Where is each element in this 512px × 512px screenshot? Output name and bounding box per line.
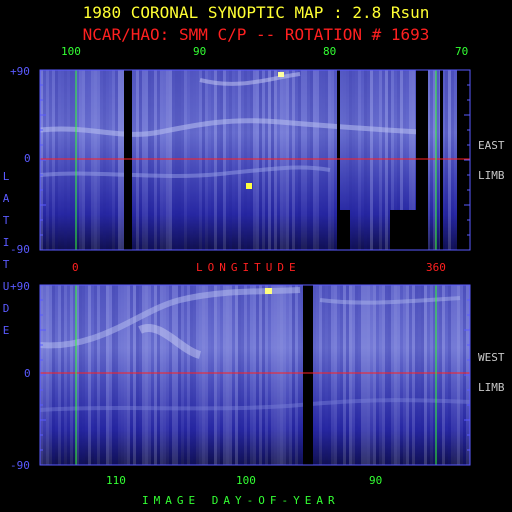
top-tick-label: 100 xyxy=(61,45,81,58)
x-axis-label: IMAGE DAY-OF-YEAR xyxy=(142,494,340,507)
limb-label: LIMB xyxy=(478,169,505,182)
x-tick-label: 0 xyxy=(72,261,79,274)
bright-spot xyxy=(246,183,252,189)
data-gap xyxy=(337,70,340,250)
x-tick-label: 110 xyxy=(106,474,126,487)
bottom-map-ticks xyxy=(40,284,470,466)
ylabel-letter: D xyxy=(2,302,10,315)
data-gap xyxy=(124,70,132,250)
bottom-map-columns xyxy=(40,285,470,465)
y-tick-label: -90 xyxy=(10,243,30,256)
ylabel-letter: T xyxy=(2,214,10,227)
bright-spot xyxy=(278,72,284,77)
x-tick-label: 100 xyxy=(236,474,256,487)
limb-label: WEST xyxy=(478,351,505,364)
y-tick-label: -90 xyxy=(10,459,30,472)
data-gap xyxy=(440,70,443,250)
map-title: 1980 CORONAL SYNOPTIC MAP : 2.8 Rsun xyxy=(82,3,430,22)
latitude-label: L A T I T U D E xyxy=(0,166,12,342)
top-tick-label: 90 xyxy=(193,45,207,58)
y-tick-label: +90 xyxy=(10,280,30,293)
map-subtitle: NCAR/HAO: SMM C/P -- ROTATION # 1693 xyxy=(82,25,430,44)
ylabel-letter: A xyxy=(2,192,10,205)
data-gap xyxy=(390,210,416,250)
top-map-panel xyxy=(39,69,471,251)
top-map-ticks xyxy=(40,69,470,251)
limb-label: LIMB xyxy=(478,381,505,394)
x-axis-label: LONGITUDE xyxy=(196,261,301,274)
x-tick-label: 360 xyxy=(426,261,446,274)
data-gap xyxy=(303,285,313,465)
ylabel-letter: L xyxy=(2,170,10,183)
ylabel-letter: E xyxy=(2,324,10,337)
top-tick-label: 70 xyxy=(455,45,469,58)
ylabel-letter: T xyxy=(2,258,10,271)
bottom-map-features xyxy=(40,285,470,465)
data-gap xyxy=(338,210,350,250)
y-tick-label: 0 xyxy=(24,367,31,380)
y-tick-label: 0 xyxy=(24,152,31,165)
y-tick-label: +90 xyxy=(10,65,30,78)
data-gap xyxy=(416,70,428,250)
ylabel-letter: I xyxy=(2,236,10,249)
limb-label: EAST xyxy=(478,139,505,152)
x-tick-label: 90 xyxy=(369,474,383,487)
ylabel-letter: U xyxy=(2,280,10,293)
bottom-map-background xyxy=(40,285,470,465)
bottom-map-panel xyxy=(39,284,471,466)
bright-spot xyxy=(265,288,272,294)
top-tick-label: 80 xyxy=(323,45,337,58)
